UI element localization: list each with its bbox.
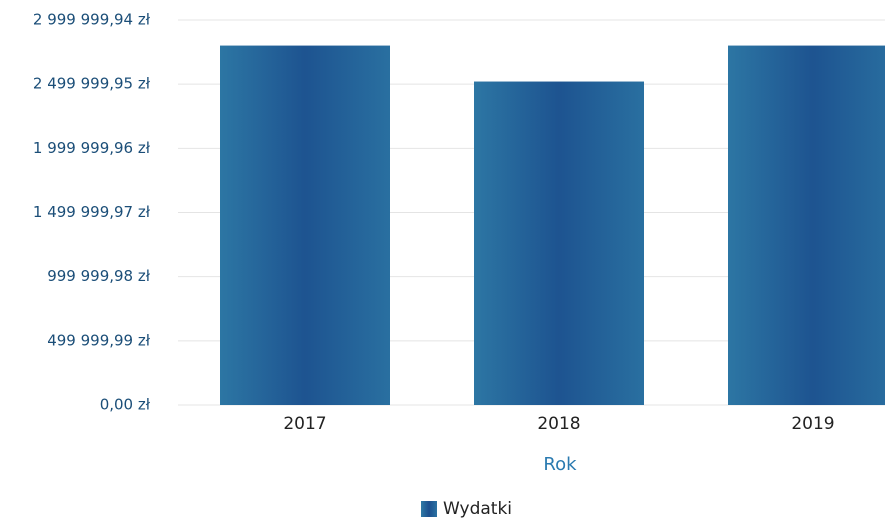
legend-label: Wydatki	[443, 499, 512, 519]
y-tick-label: 2 999 999,94 zł	[33, 11, 151, 29]
bar	[220, 45, 390, 406]
y-tick-label: 499 999,99 zł	[47, 331, 151, 349]
legend-swatch	[421, 501, 437, 517]
y-tick-label: 1 499 999,97 zł	[33, 203, 151, 221]
x-tick-label: 2017	[283, 414, 326, 434]
bar	[474, 81, 644, 406]
x-axis-label: Rok	[543, 454, 577, 475]
bar	[728, 45, 885, 406]
y-tick-label: 1 999 999,96 zł	[33, 139, 151, 157]
y-tick-label: 0,00 zł	[100, 396, 151, 414]
y-tick-label: 999 999,98 zł	[47, 267, 151, 285]
x-tick-label: 2018	[537, 414, 580, 434]
y-tick-label: 2 499 999,95 zł	[33, 75, 151, 93]
x-tick-label: 2019	[791, 414, 834, 434]
